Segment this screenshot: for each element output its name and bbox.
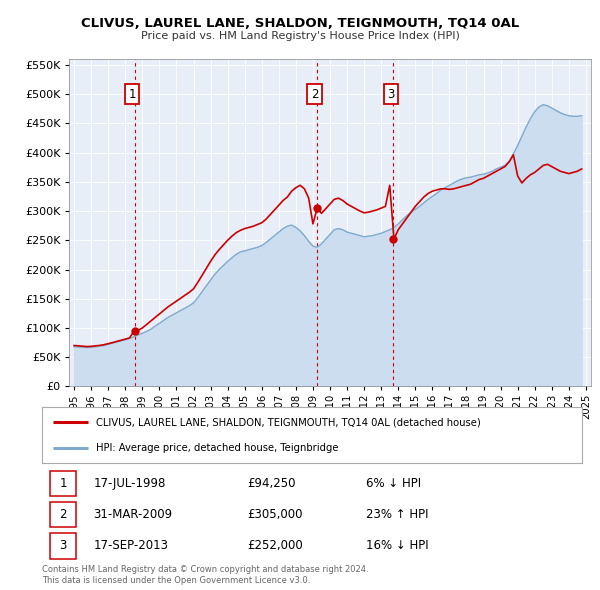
Text: 2: 2 bbox=[311, 87, 319, 100]
Text: £305,000: £305,000 bbox=[247, 508, 303, 522]
Text: 3: 3 bbox=[59, 539, 67, 552]
Text: 2: 2 bbox=[59, 508, 67, 522]
Text: 16% ↓ HPI: 16% ↓ HPI bbox=[366, 539, 428, 552]
Text: 23% ↑ HPI: 23% ↑ HPI bbox=[366, 508, 428, 522]
Text: 1: 1 bbox=[59, 477, 67, 490]
Text: Contains HM Land Registry data © Crown copyright and database right 2024.: Contains HM Land Registry data © Crown c… bbox=[42, 565, 368, 574]
Text: This data is licensed under the Open Government Licence v3.0.: This data is licensed under the Open Gov… bbox=[42, 576, 310, 585]
Text: 1: 1 bbox=[128, 87, 136, 100]
Text: 17-SEP-2013: 17-SEP-2013 bbox=[94, 539, 168, 552]
Text: 31-MAR-2009: 31-MAR-2009 bbox=[94, 508, 172, 522]
FancyBboxPatch shape bbox=[50, 471, 76, 496]
Text: Price paid vs. HM Land Registry's House Price Index (HPI): Price paid vs. HM Land Registry's House … bbox=[140, 31, 460, 41]
Text: 17-JUL-1998: 17-JUL-1998 bbox=[94, 477, 166, 490]
Text: £94,250: £94,250 bbox=[247, 477, 296, 490]
Text: £252,000: £252,000 bbox=[247, 539, 303, 552]
Text: CLIVUS, LAUREL LANE, SHALDON, TEIGNMOUTH, TQ14 0AL: CLIVUS, LAUREL LANE, SHALDON, TEIGNMOUTH… bbox=[81, 17, 519, 30]
Text: HPI: Average price, detached house, Teignbridge: HPI: Average price, detached house, Teig… bbox=[96, 443, 338, 453]
FancyBboxPatch shape bbox=[50, 533, 76, 559]
Text: 6% ↓ HPI: 6% ↓ HPI bbox=[366, 477, 421, 490]
Text: 3: 3 bbox=[387, 87, 394, 100]
FancyBboxPatch shape bbox=[50, 502, 76, 527]
Text: CLIVUS, LAUREL LANE, SHALDON, TEIGNMOUTH, TQ14 0AL (detached house): CLIVUS, LAUREL LANE, SHALDON, TEIGNMOUTH… bbox=[96, 417, 481, 427]
